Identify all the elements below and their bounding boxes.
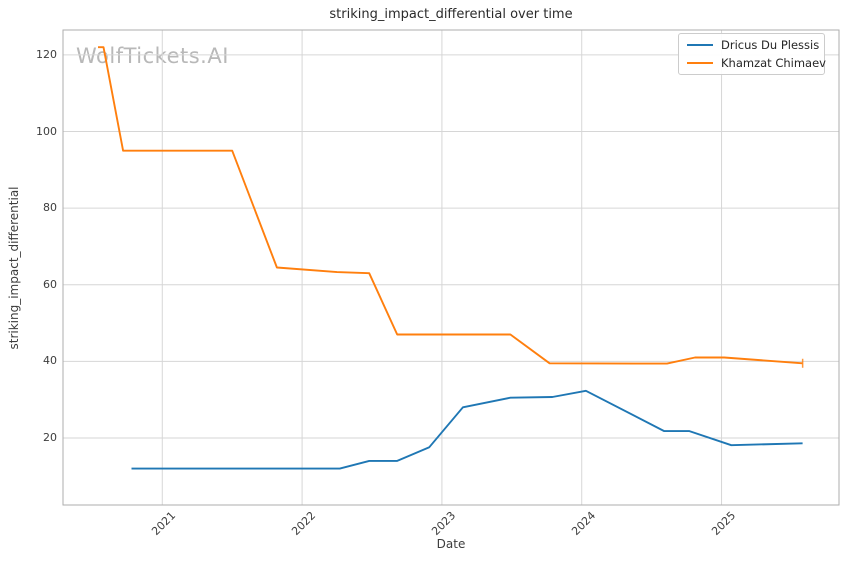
legend-item: Khamzat Chimaev — [687, 56, 826, 70]
y-tick-label: 100 — [36, 124, 57, 138]
y-tick-label: 40 — [43, 354, 57, 368]
legend-swatch-line-icon — [687, 44, 713, 46]
y-tick-label: 80 — [43, 201, 57, 215]
legend-item: Dricus Du Plessis — [687, 38, 820, 52]
y-tick-label: 20 — [43, 430, 57, 444]
legend: Dricus Du Plessis Khamzat Chimaev — [678, 33, 826, 75]
y-axis-label: striking_impact_differential — [7, 186, 21, 350]
legend-label: Khamzat Chimaev — [721, 56, 826, 70]
y-tick-label: 120 — [36, 47, 57, 61]
chart-title: striking_impact_differential over time — [329, 7, 573, 22]
legend-swatch-line-icon — [687, 62, 713, 64]
y-tick-label: 60 — [43, 277, 57, 291]
x-axis-label: Date — [436, 537, 466, 551]
series-line-khamzat-chimaev — [98, 46, 803, 365]
legend-label: Dricus Du Plessis — [721, 38, 820, 52]
series-line-dricus-du-plessis — [131, 389, 803, 470]
plot-border — [62, 29, 840, 506]
